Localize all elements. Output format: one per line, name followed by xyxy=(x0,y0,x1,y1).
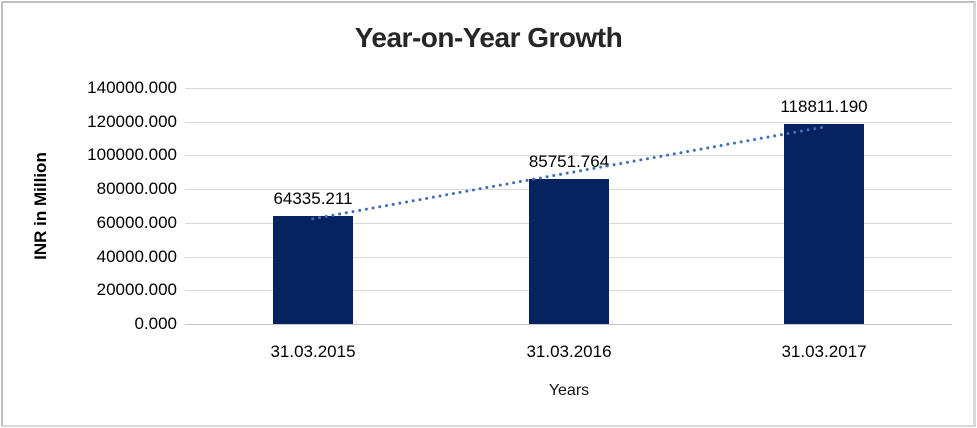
y-tick-label: 0.000 xyxy=(134,314,177,333)
bar xyxy=(529,179,609,324)
x-axis-title: Years xyxy=(548,382,590,399)
bar-value-label: 118811.190 xyxy=(780,97,868,116)
bar xyxy=(784,123,864,324)
y-tick-label: 20000.000 xyxy=(96,280,177,299)
chart-title: Year-on-Year Growth xyxy=(354,22,623,53)
y-tick-label: 60000.000 xyxy=(96,213,177,232)
y-tick-label: 120000.000 xyxy=(87,112,177,131)
y-axis-title: INR in Million xyxy=(31,152,50,260)
y-tick-label: 40000.000 xyxy=(96,247,177,266)
y-tick-label: 140000.000 xyxy=(87,78,177,97)
bar-value-label: 64335.211 xyxy=(273,189,353,208)
x-tick-label: 31.03.2016 xyxy=(526,342,612,361)
gridline xyxy=(185,122,952,123)
x-tick-label: 31.03.2015 xyxy=(270,342,356,361)
x-tick-label: 31.03.2017 xyxy=(781,342,867,361)
y-tick-label: 100000.000 xyxy=(87,145,177,164)
bar-value-label: 85751.764 xyxy=(528,152,610,171)
gridline xyxy=(185,88,952,89)
bar xyxy=(273,215,353,324)
y-tick-label: 80000.000 xyxy=(96,179,177,198)
x-axis-line xyxy=(185,324,952,325)
